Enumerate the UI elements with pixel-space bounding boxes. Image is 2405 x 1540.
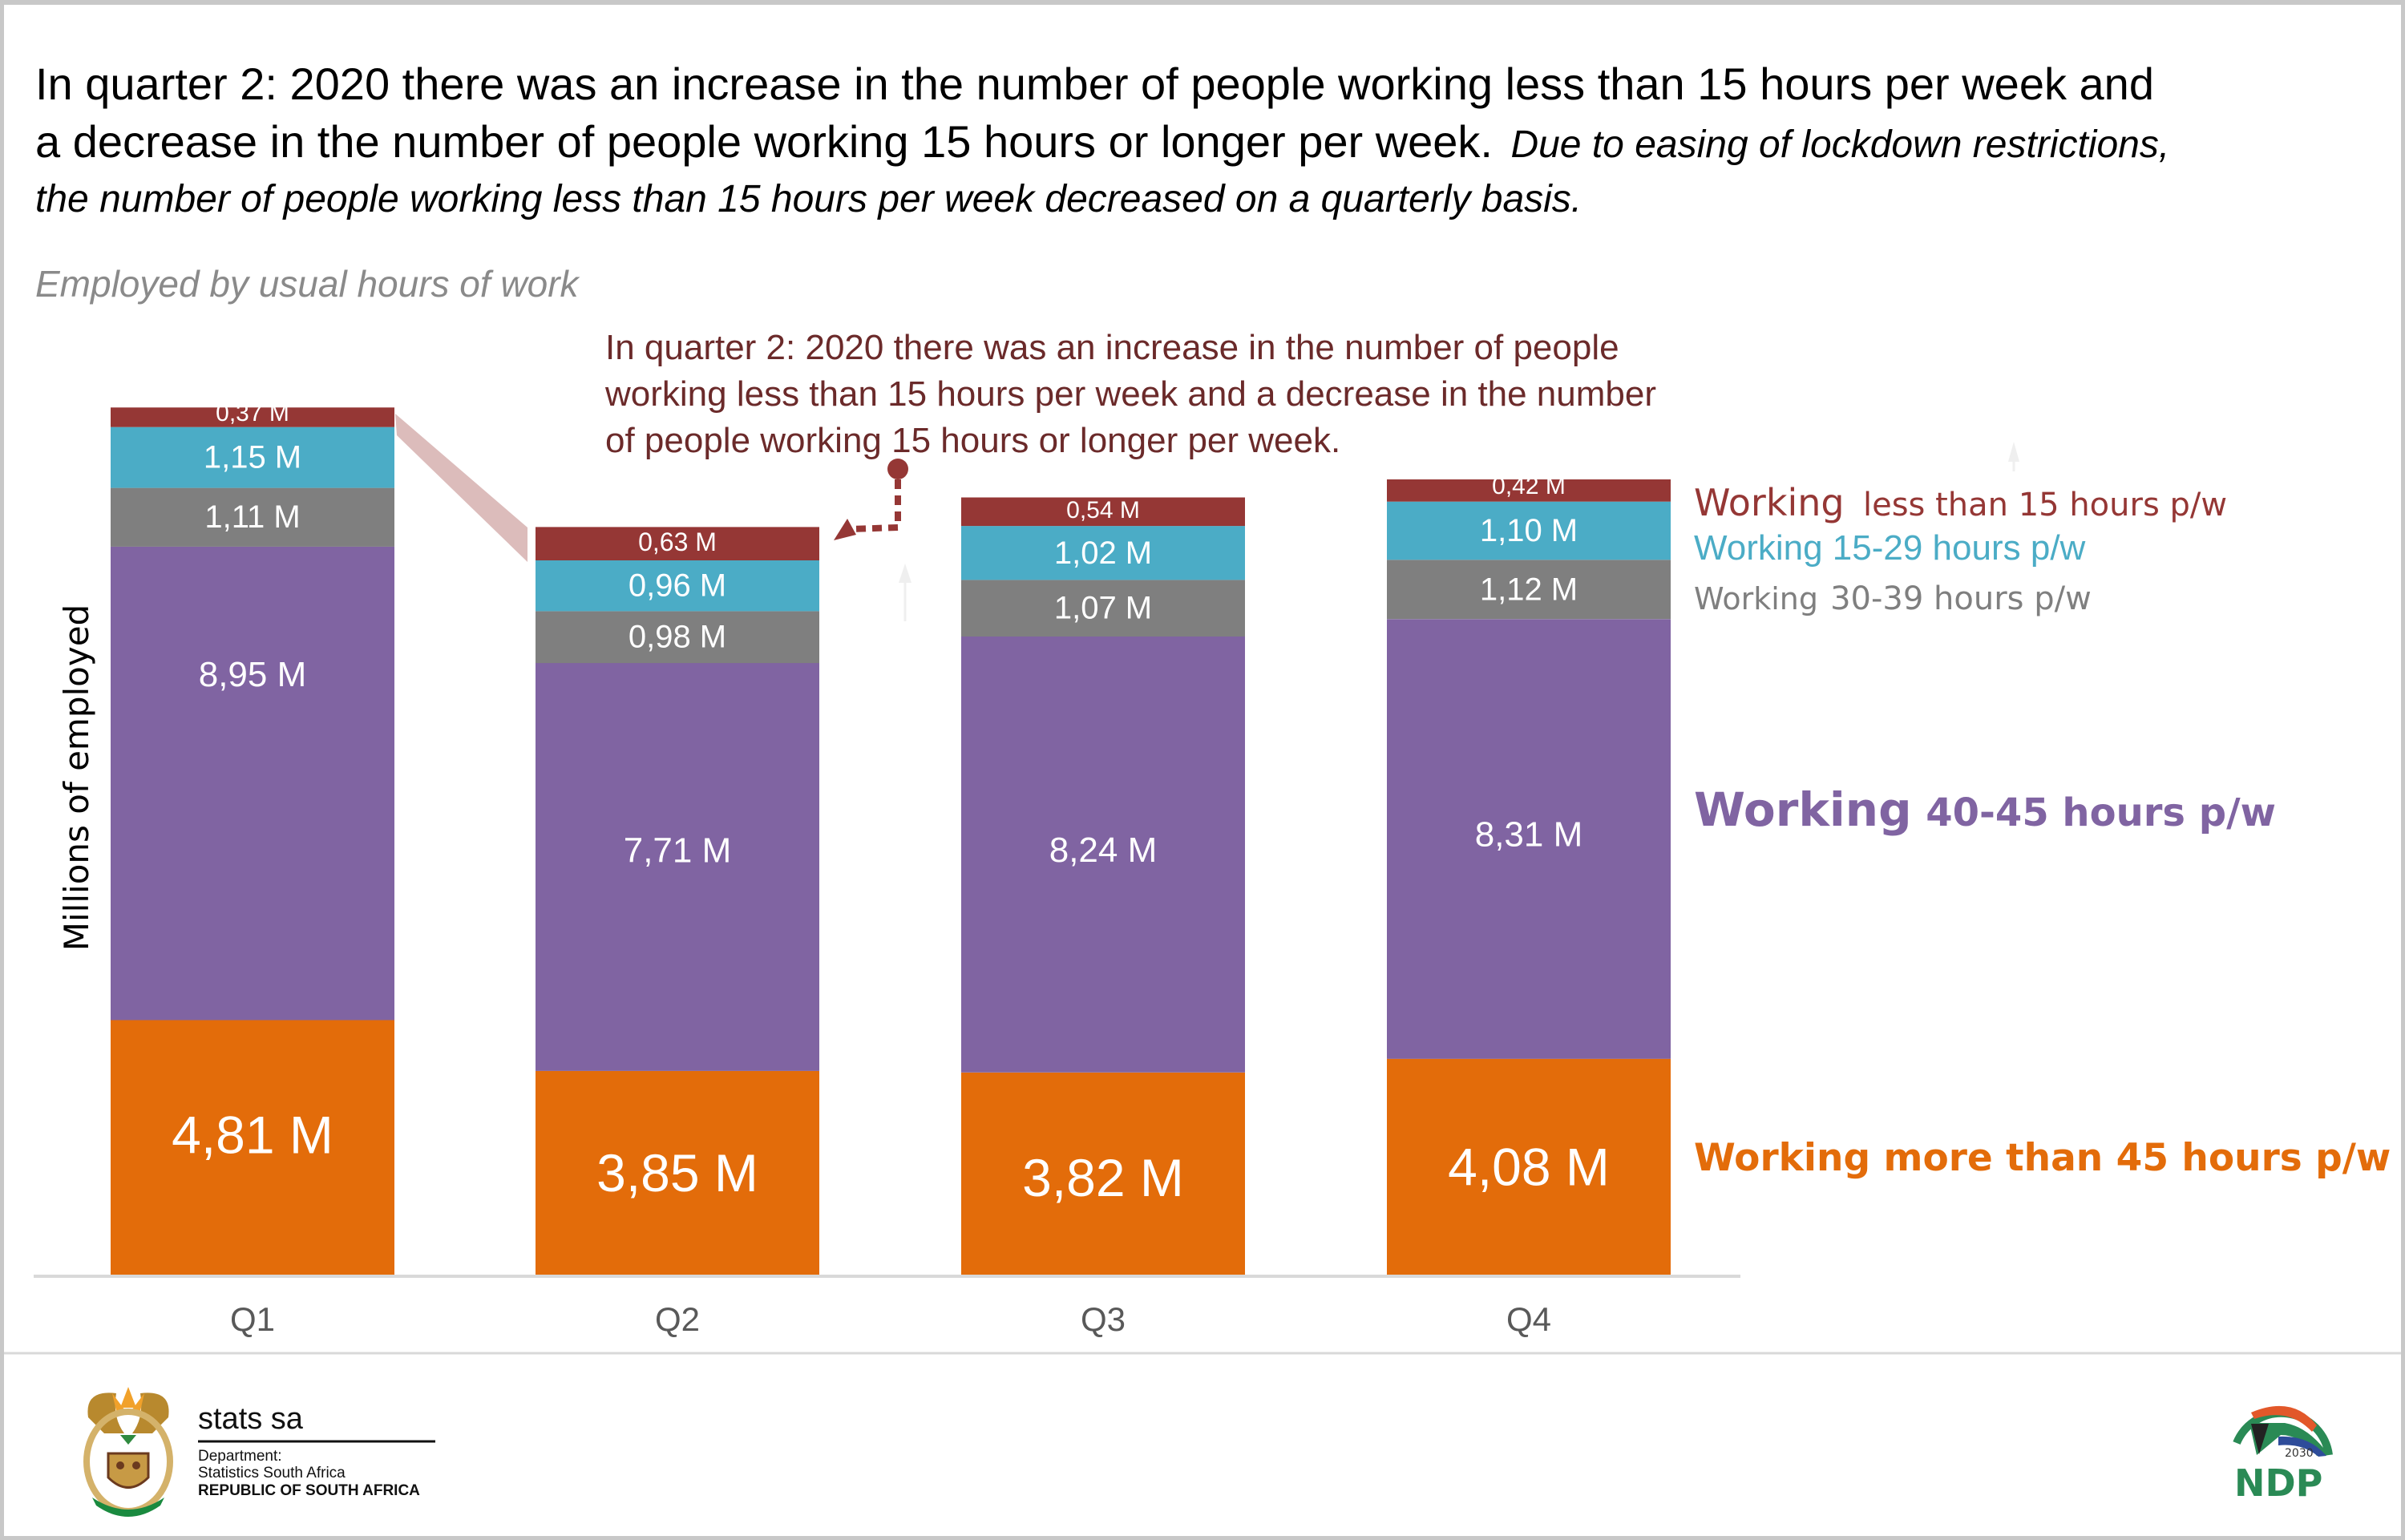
callout-arrowhead-icon xyxy=(834,519,856,540)
bar-segment-q4-3 xyxy=(1387,501,1671,560)
data-label: 0,63 M xyxy=(638,527,717,556)
data-label: 0,96 M xyxy=(629,568,726,604)
data-label: 4,08 M xyxy=(1448,1137,1610,1196)
legend-40-45-prefix: Working xyxy=(1694,782,1912,837)
data-label: 1,12 M xyxy=(1480,572,1578,607)
headline-line-1: In quarter 2: 2020 there was an increase… xyxy=(35,59,2154,109)
data-label: 0,37 M xyxy=(216,400,289,426)
headline-line-2: a decrease in the number of people worki… xyxy=(35,116,2169,167)
x-tick-label: Q4 xyxy=(1506,1300,1551,1338)
dept-line-2: Statistics South Africa xyxy=(198,1465,346,1481)
data-label: 1,11 M xyxy=(204,499,300,535)
callout-arrow xyxy=(834,459,908,540)
callout-dashed-line xyxy=(849,479,901,532)
ndp-text: NDP xyxy=(2234,1461,2322,1505)
bar-segment-q1-2 xyxy=(111,487,394,547)
legend-lt15: Working less than 15 hours p/w xyxy=(1694,481,2227,524)
faint-arrow-up-icon xyxy=(2008,442,2019,471)
dept-line-1: Department: xyxy=(198,1448,282,1465)
y-axis-label: Millions of employed xyxy=(57,604,96,951)
bar-segment-q1-0 xyxy=(111,1020,394,1275)
bar-segment-q1-1 xyxy=(111,546,394,1021)
legend-30-39: Working 30-39 hours p/w xyxy=(1694,580,2092,617)
data-label: 1,10 M xyxy=(1480,513,1578,548)
faint-arrow-up-icon xyxy=(899,564,911,621)
legend-30-39-rest: 30-39 hours p/w xyxy=(1830,580,2092,617)
legend-lt15-prefix: Working xyxy=(1694,481,1845,524)
callout-dot xyxy=(887,459,908,479)
data-label: 8,24 M xyxy=(1049,831,1158,870)
data-label: 0,54 M xyxy=(1066,497,1140,523)
legend-15-29: Working 15-29 hours p/w xyxy=(1694,528,2086,568)
data-label: 4,81 M xyxy=(172,1105,333,1164)
headline-line-2-text: a decrease in the number of people worki… xyxy=(35,116,1493,167)
x-tick-label: Q1 xyxy=(230,1300,275,1338)
bar-segment-q3-4 xyxy=(961,497,1245,527)
data-label: 3,82 M xyxy=(1022,1148,1184,1207)
bar-segment-q4-0 xyxy=(1387,1058,1671,1275)
bar-segment-q4-1 xyxy=(1387,619,1671,1059)
data-label: 7,71 M xyxy=(624,831,732,871)
bar-segment-q4-4 xyxy=(1387,479,1671,502)
bar-segment-q2-4 xyxy=(536,527,819,560)
annotation-line-1: In quarter 2: 2020 there was an increase… xyxy=(605,328,1619,367)
legend-gt45: Working more than 45 hours p/w xyxy=(1694,1136,2391,1180)
stats-sa-brand: stats sa xyxy=(198,1402,304,1436)
headline-line-3-italic: the number of people working less than 1… xyxy=(35,178,1582,220)
annotation-line-3: of people working 15 hours or longer per… xyxy=(605,421,1340,460)
bar-segment-q3-1 xyxy=(961,637,1245,1073)
x-tick-label: Q2 xyxy=(655,1300,700,1338)
headline-line-2-italic: Due to easing of lockdown restrictions, xyxy=(1510,123,2169,166)
data-label: 8,31 M xyxy=(1475,815,1583,855)
data-label: 0,98 M xyxy=(629,620,726,655)
bar-segment-q1-3 xyxy=(111,426,394,488)
dept-line-3: REPUBLIC OF SOUTH AFRICA xyxy=(198,1482,420,1499)
coat-of-arms-logo xyxy=(83,1387,173,1517)
legend-30-39-prefix: Working xyxy=(1694,581,1818,616)
legend-40-45-rest: 40-45 hours p/w xyxy=(1926,790,2276,835)
data-label: 1,07 M xyxy=(1054,591,1152,626)
bar-segment-q3-0 xyxy=(961,1072,1245,1275)
data-label: 1,15 M xyxy=(204,440,301,475)
data-label: 8,95 M xyxy=(199,655,307,694)
bar-segment-q3-2 xyxy=(961,580,1245,637)
bar-segment-q4-2 xyxy=(1387,560,1671,620)
legend-40-45: Working 40-45 hours p/w xyxy=(1694,782,2276,837)
x-tick-label: Q3 xyxy=(1081,1300,1126,1338)
data-label: 1,02 M xyxy=(1054,536,1152,571)
bar-segment-q1-4 xyxy=(111,407,394,427)
legend-lt15-rest: less than 15 hours p/w xyxy=(1863,487,2227,523)
ndp-2030-logo: 2030 NDP xyxy=(2233,1405,2333,1505)
ndp-year: 2030 xyxy=(2285,1447,2314,1460)
x-axis-ticks: Q1 Q2 Q3 Q4 xyxy=(230,1300,1551,1338)
connector-band xyxy=(395,414,527,562)
bar-segment-q2-3 xyxy=(536,560,819,612)
bar-segment-q2-0 xyxy=(536,1070,819,1275)
data-label: 0,42 M xyxy=(1492,473,1566,499)
bar-segment-q2-1 xyxy=(536,663,819,1071)
bar-segment-q3-3 xyxy=(961,526,1245,580)
bars: 4,81 M 8,95 M 1,11 M 1,15 M 0,37 M 3,85 M 7,71… xyxy=(111,400,1671,1275)
data-label: 3,85 M xyxy=(596,1143,758,1202)
annotation-line-2: working less than 15 hours per week and … xyxy=(604,374,1656,414)
bar-segment-q2-2 xyxy=(536,611,819,664)
chart-subtitle: Employed by usual hours of work xyxy=(35,263,580,305)
